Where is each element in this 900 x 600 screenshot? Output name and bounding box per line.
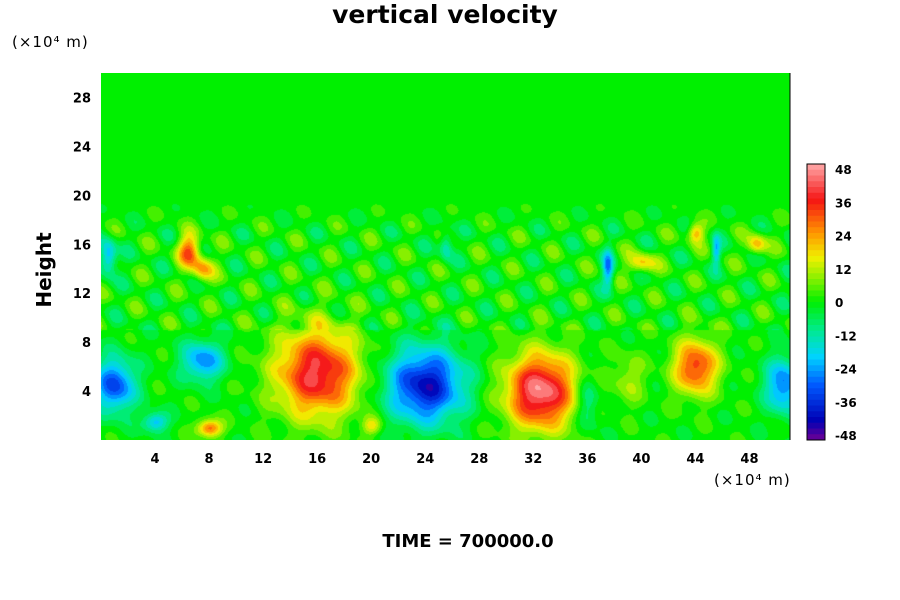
- heatmap-image: [101, 73, 790, 440]
- y-tick-label: 28: [73, 91, 91, 106]
- colorbar-band: [807, 330, 825, 337]
- colorbar-band: [807, 169, 825, 176]
- colorbar-band: [807, 279, 825, 286]
- y-tick-label: 16: [73, 238, 91, 253]
- x-tick-label: 28: [470, 452, 488, 467]
- colorbar-band: [807, 422, 825, 429]
- colorbar-band: [807, 221, 825, 228]
- y-axis-unit: (×10⁴ m): [12, 33, 89, 51]
- colorbar-band: [807, 215, 825, 222]
- colorbar-band: [807, 181, 825, 188]
- colorbar-band: [807, 359, 825, 366]
- colorbar-band: [807, 302, 825, 309]
- colorbar-band: [807, 227, 825, 234]
- x-axis-unit: (×10⁴ m): [714, 471, 791, 489]
- colorbar-band: [807, 175, 825, 182]
- colorbar-band: [807, 204, 825, 211]
- colorbar: 48 36 24 12 0 -12 -24 -36 -48: [806, 163, 857, 443]
- colorbar-band: [807, 405, 825, 412]
- colorbar-band: [807, 273, 825, 280]
- x-axis: 4 8 12 16 20 24 28 32 36 40 44 48: [151, 452, 759, 467]
- colorbar-band: [807, 388, 825, 395]
- colorbar-band: [807, 290, 825, 297]
- colorbar-band: [807, 192, 825, 199]
- colorbar-band: [807, 250, 825, 257]
- colorbar-band: [807, 348, 825, 355]
- plot-area: [101, 73, 791, 440]
- colorbar-band: [807, 210, 825, 217]
- colorbar-band: [807, 336, 825, 343]
- colorbar-tick-label: -24: [835, 363, 857, 377]
- colorbar-band: [807, 244, 825, 251]
- y-tick-label: 12: [73, 287, 91, 302]
- x-tick-label: 36: [578, 452, 596, 467]
- colorbar-band: [807, 187, 825, 194]
- colorbar-band: [807, 417, 825, 424]
- colorbar-band: [807, 342, 825, 349]
- y-axis: 4 8 12 16 20 24 28: [73, 91, 91, 400]
- colorbar-tick-label: 36: [835, 196, 852, 210]
- colorbar-band: [807, 164, 825, 171]
- time-footer: TIME = 700000.0: [382, 531, 554, 552]
- y-tick-label: 24: [73, 140, 91, 155]
- colorbar-band: [807, 284, 825, 291]
- colorbar-band: [807, 307, 825, 314]
- x-tick-label: 8: [205, 452, 214, 467]
- colorbar-band: [807, 238, 825, 245]
- colorbar-border: [806, 163, 826, 441]
- x-tick-label: 12: [254, 452, 272, 467]
- colorbar-tick-label: 48: [835, 163, 852, 177]
- y-tick-label: 8: [82, 336, 91, 351]
- colorbar-band: [807, 261, 825, 268]
- colorbar-tick-label: -48: [835, 429, 857, 443]
- colorbar-band: [807, 233, 825, 240]
- x-tick-label: 48: [740, 452, 758, 467]
- colorbar-tick-label: -36: [835, 396, 857, 410]
- colorbar-band: [807, 376, 825, 383]
- x-tick-label: 20: [362, 452, 380, 467]
- x-tick-label: 4: [151, 452, 160, 467]
- y-tick-label: 20: [73, 189, 91, 204]
- colorbar-band: [807, 267, 825, 274]
- colorbar-band: [807, 382, 825, 389]
- colorbar-band: [807, 411, 825, 418]
- colorbar-band: [807, 394, 825, 401]
- colorbar-band: [807, 325, 825, 332]
- colorbar-band: [807, 399, 825, 406]
- x-tick-label: 16: [308, 452, 326, 467]
- x-tick-label: 44: [686, 452, 704, 467]
- colorbar-band: [807, 434, 825, 441]
- colorbar-band: [807, 319, 825, 326]
- colorbar-band: [807, 428, 825, 435]
- colorbar-band: [807, 371, 825, 378]
- colorbar-tick-label: 12: [835, 263, 852, 277]
- chart-title: vertical velocity: [332, 0, 558, 29]
- colorbar-band: [807, 365, 825, 372]
- x-tick-label: 24: [416, 452, 434, 467]
- y-tick-label: 4: [82, 385, 91, 400]
- colorbar-band: [807, 296, 825, 303]
- colorbar-tick-label: 0: [835, 296, 843, 310]
- x-tick-label: 32: [524, 452, 542, 467]
- colorbar-tick-label: -12: [835, 329, 857, 343]
- x-tick-label: 40: [632, 452, 650, 467]
- colorbar-band: [807, 256, 825, 263]
- colorbar-band: [807, 313, 825, 320]
- colorbar-band: [807, 198, 825, 205]
- colorbar-band: [807, 353, 825, 360]
- colorbar-tick-label: 24: [835, 230, 852, 244]
